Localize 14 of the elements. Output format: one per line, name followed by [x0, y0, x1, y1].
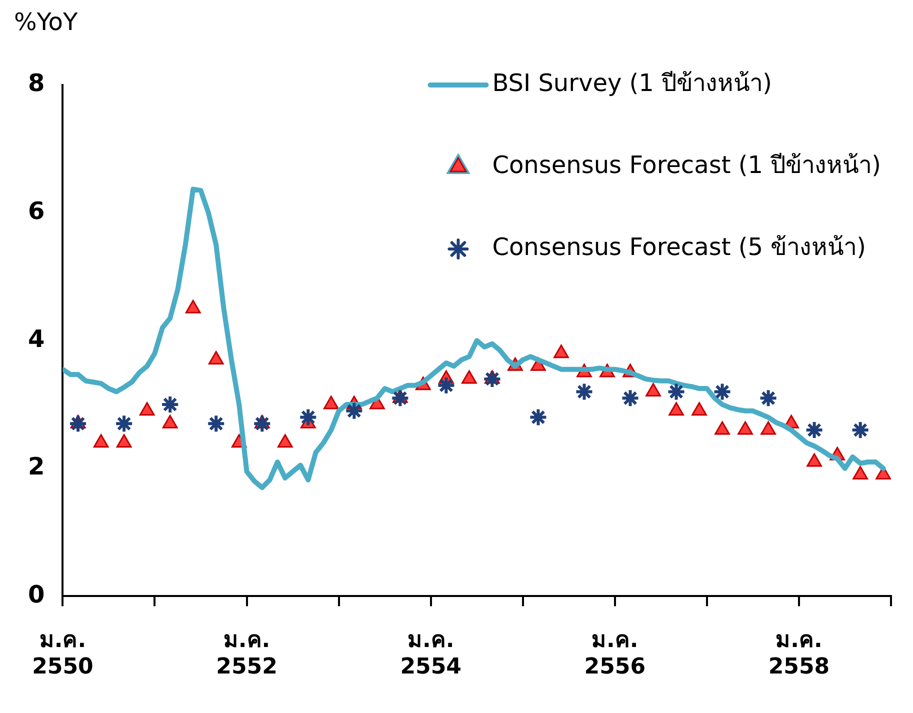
y-tick-label: 8	[28, 69, 45, 98]
y-tick-label: 0	[28, 580, 45, 608]
y-tick-label: 4	[28, 324, 45, 353]
x-tick-label: ม.ค. 2552	[216, 628, 278, 680]
x-tick-label: ม.ค. 2558	[768, 628, 830, 680]
legend-label: BSI Survey (1 ปีข้างหน้า)	[492, 69, 772, 98]
legend-label: Consensus Forecast (1 ปีข้างหน้า)	[492, 151, 882, 180]
x-tick-label: ม.ค. 2550	[32, 628, 94, 680]
x-tick-label: ม.ค. 2556	[584, 628, 646, 680]
x-tick-label: ม.ค. 2554	[400, 628, 462, 680]
legend-label: Consensus Forecast (5 ข้างหน้า)	[492, 233, 866, 262]
y-tick-label: 6	[28, 197, 45, 226]
y-axis-title: %YoY	[14, 8, 78, 36]
y-tick-label: 2	[28, 452, 45, 481]
